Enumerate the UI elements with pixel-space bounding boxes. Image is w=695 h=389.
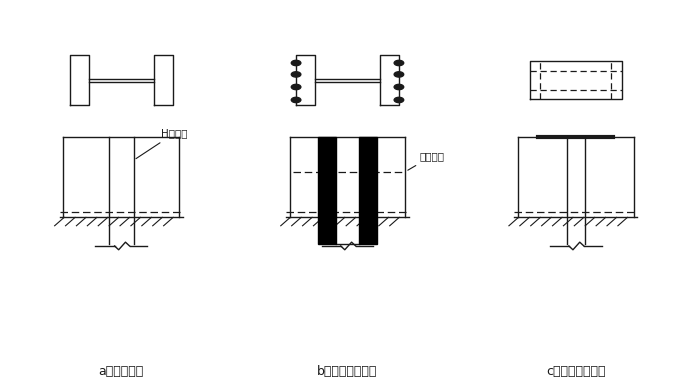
Text: 承台底面: 承台底面	[408, 151, 444, 170]
Circle shape	[291, 97, 301, 103]
Circle shape	[291, 72, 301, 77]
Circle shape	[394, 97, 404, 103]
Circle shape	[291, 84, 301, 90]
Circle shape	[394, 72, 404, 77]
Circle shape	[291, 60, 301, 66]
Bar	[318, 137, 336, 244]
Text: c）桩顶平板加强: c）桩顶平板加强	[546, 365, 605, 378]
Bar	[359, 137, 377, 244]
Text: b）加焊锚固钢筋: b）加焊锚固钢筋	[318, 365, 377, 378]
Text: H型钢桩: H型钢桩	[136, 128, 188, 159]
Text: a）直接伸入: a）直接伸入	[99, 365, 144, 378]
Circle shape	[394, 60, 404, 66]
Circle shape	[394, 84, 404, 90]
